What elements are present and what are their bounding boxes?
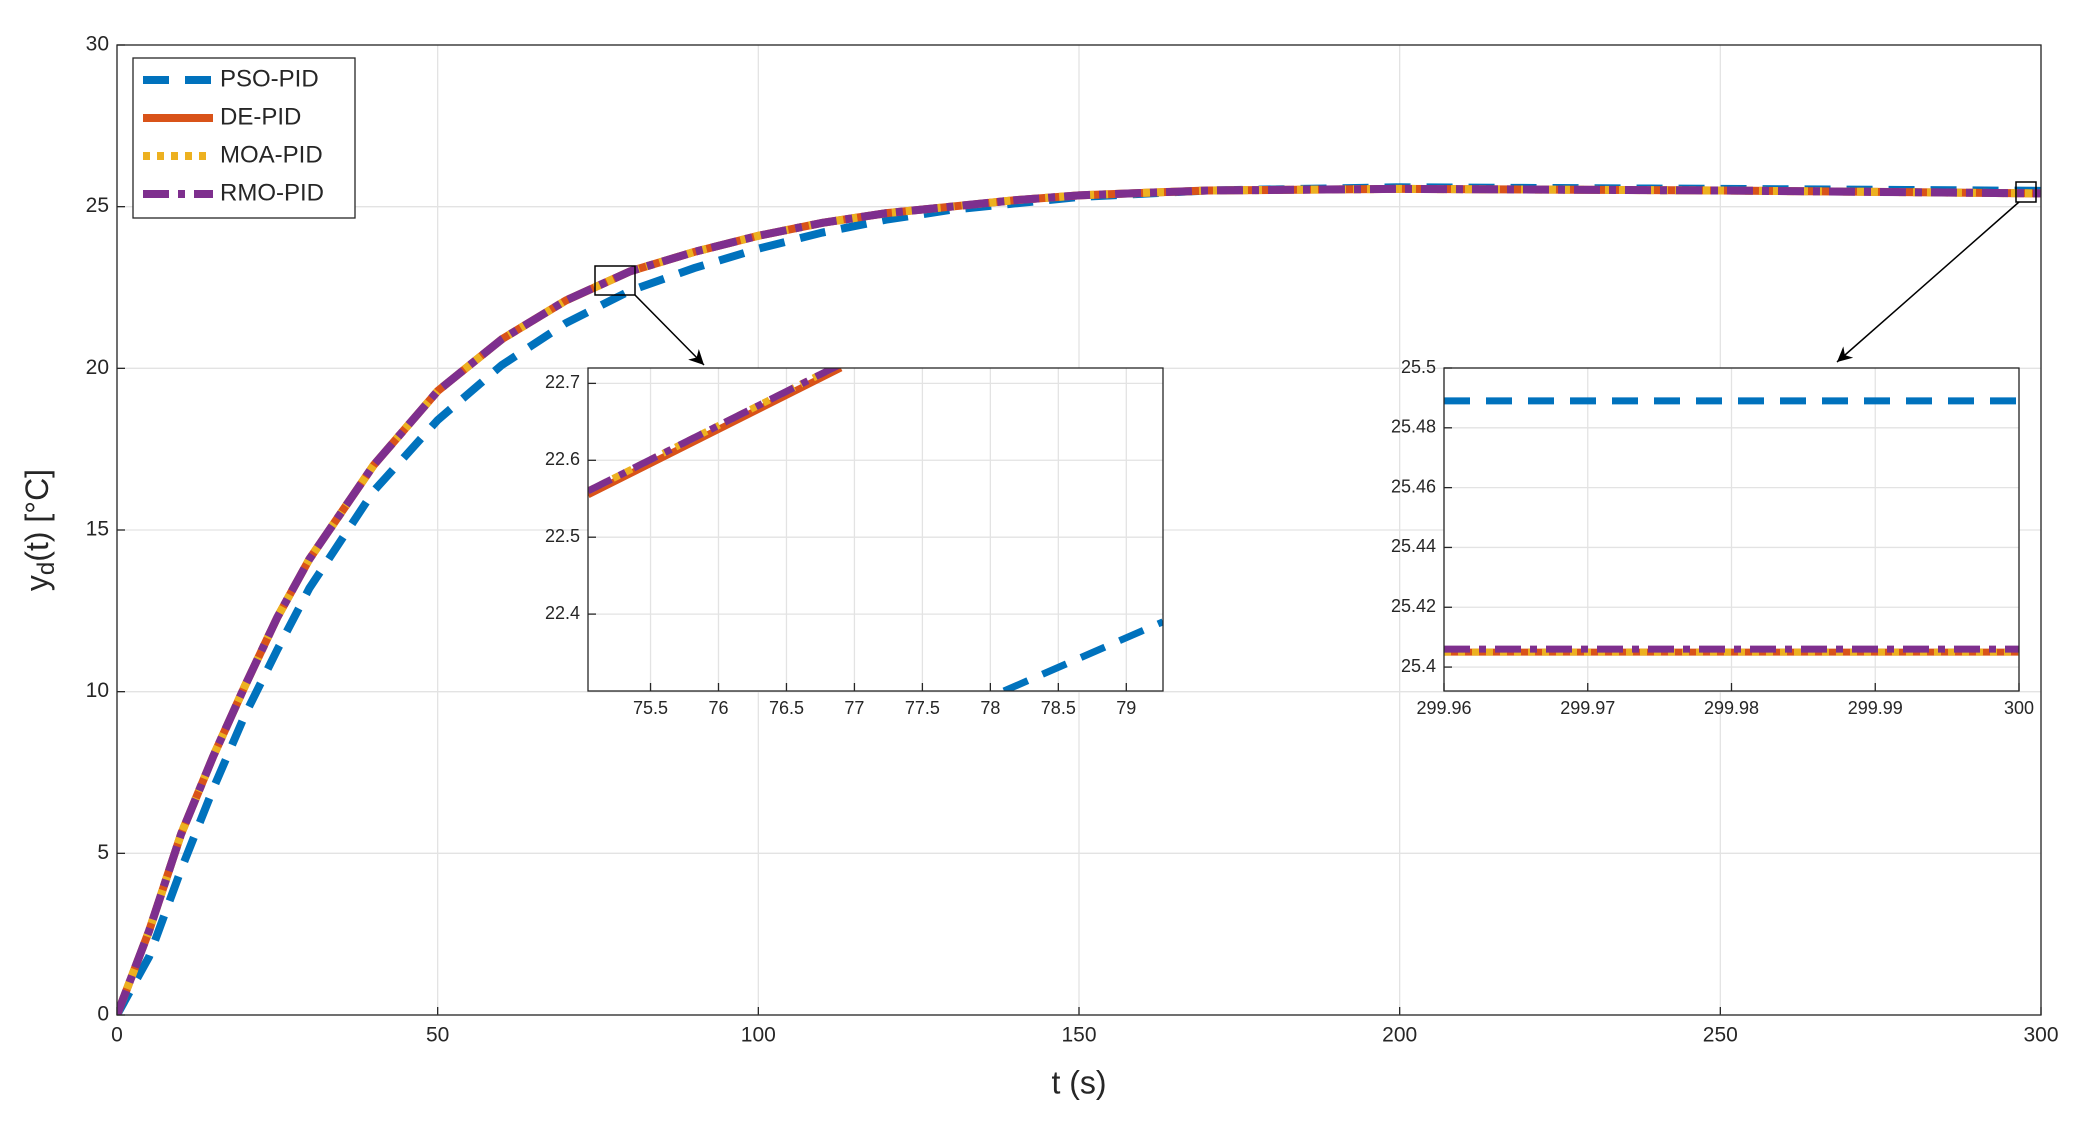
y-tick-label: 25.42 [1391, 596, 1436, 616]
series-group [117, 183, 2041, 1015]
axes-frame [116, 44, 2042, 1016]
x-tick-label: 0 [111, 1024, 123, 1047]
x-tick-label: 299.97 [1560, 698, 1615, 718]
x-tick-label: 78.5 [1041, 698, 1076, 718]
x-tick-label: 299.96 [1416, 698, 1471, 718]
x-tick-label: 300 [2004, 698, 2034, 718]
axes: 299.96 299.97 299.98 299.99 300 25.4 25.42 25.4… [1391, 357, 2034, 718]
zoom-arrow [634, 294, 705, 366]
zoom-indicators [594, 181, 2037, 366]
y-tick-label: 25.5 [1401, 357, 1436, 377]
y-tick-label: 22.5 [545, 526, 580, 546]
x-tick-label: 79 [1116, 698, 1136, 718]
x-tick-label: 78 [980, 698, 1000, 718]
series-line [588, 368, 841, 495]
x-tick-label: 100 [741, 1024, 776, 1047]
legend-label: PSO-PID [220, 65, 319, 92]
x-tick-label: 200 [1382, 1024, 1417, 1047]
y-tick-label: 20 [86, 356, 109, 379]
zoom-box [594, 265, 636, 296]
legend-label: DE-PID [220, 103, 301, 130]
legend-box [132, 57, 356, 219]
x-tick-label: 77.5 [905, 698, 940, 718]
y-tick-label: 10 [86, 679, 109, 702]
series-group [588, 368, 1163, 691]
axes: 75.5 76 76.5 77 77.5 78 78.5 79 22.4 22.5 22.6 22.7 [545, 367, 1164, 718]
x-tick-label: 50 [426, 1024, 449, 1047]
x-tick-label: 299.98 [1704, 698, 1759, 718]
y-tick-label: 0 [97, 1003, 109, 1026]
y-axis-label: yd(t) [°C] [19, 469, 60, 591]
y-tick-label: 30 [86, 33, 109, 56]
x-tick-label: 300 [2023, 1024, 2058, 1047]
y-tick-label: 15 [86, 518, 109, 541]
series-line [117, 184, 2041, 1015]
y-tick-label: 25.48 [1391, 417, 1436, 437]
x-tick-label: 76 [708, 698, 728, 718]
zoom-box [2015, 181, 2037, 203]
y-tick-label: 22.6 [545, 449, 580, 469]
x-tick-label: 150 [1061, 1024, 1096, 1047]
series-line [117, 183, 2041, 1015]
plot-area [588, 368, 1163, 691]
legend-label: RMO-PID [220, 179, 324, 206]
x-tick-label: 299.99 [1848, 698, 1903, 718]
x-tick-label: 250 [1703, 1024, 1738, 1047]
y-tick-label: 25.46 [1391, 476, 1436, 496]
x-tick-label: 76.5 [769, 698, 804, 718]
y-tick-label: 25 [86, 194, 109, 217]
axes-frame [1443, 367, 2020, 692]
axes-frame [587, 367, 1164, 692]
y-tick-label: 5 [97, 841, 109, 864]
y-tick-label: 22.7 [545, 372, 580, 392]
y-tick-label: 25.44 [1391, 536, 1436, 556]
zoom-arrow [1836, 201, 2020, 363]
series-line [1002, 618, 1163, 691]
y-tick-label: 22.4 [545, 603, 580, 623]
series-group [1444, 397, 2019, 656]
x-tick-label: 75.5 [633, 698, 668, 718]
x-axis-label: t (s) [1051, 1064, 1106, 1100]
y-tick-label: 25.4 [1401, 656, 1436, 676]
x-tick-label: 77 [844, 698, 864, 718]
legend-label: MOA-PID [220, 141, 323, 168]
